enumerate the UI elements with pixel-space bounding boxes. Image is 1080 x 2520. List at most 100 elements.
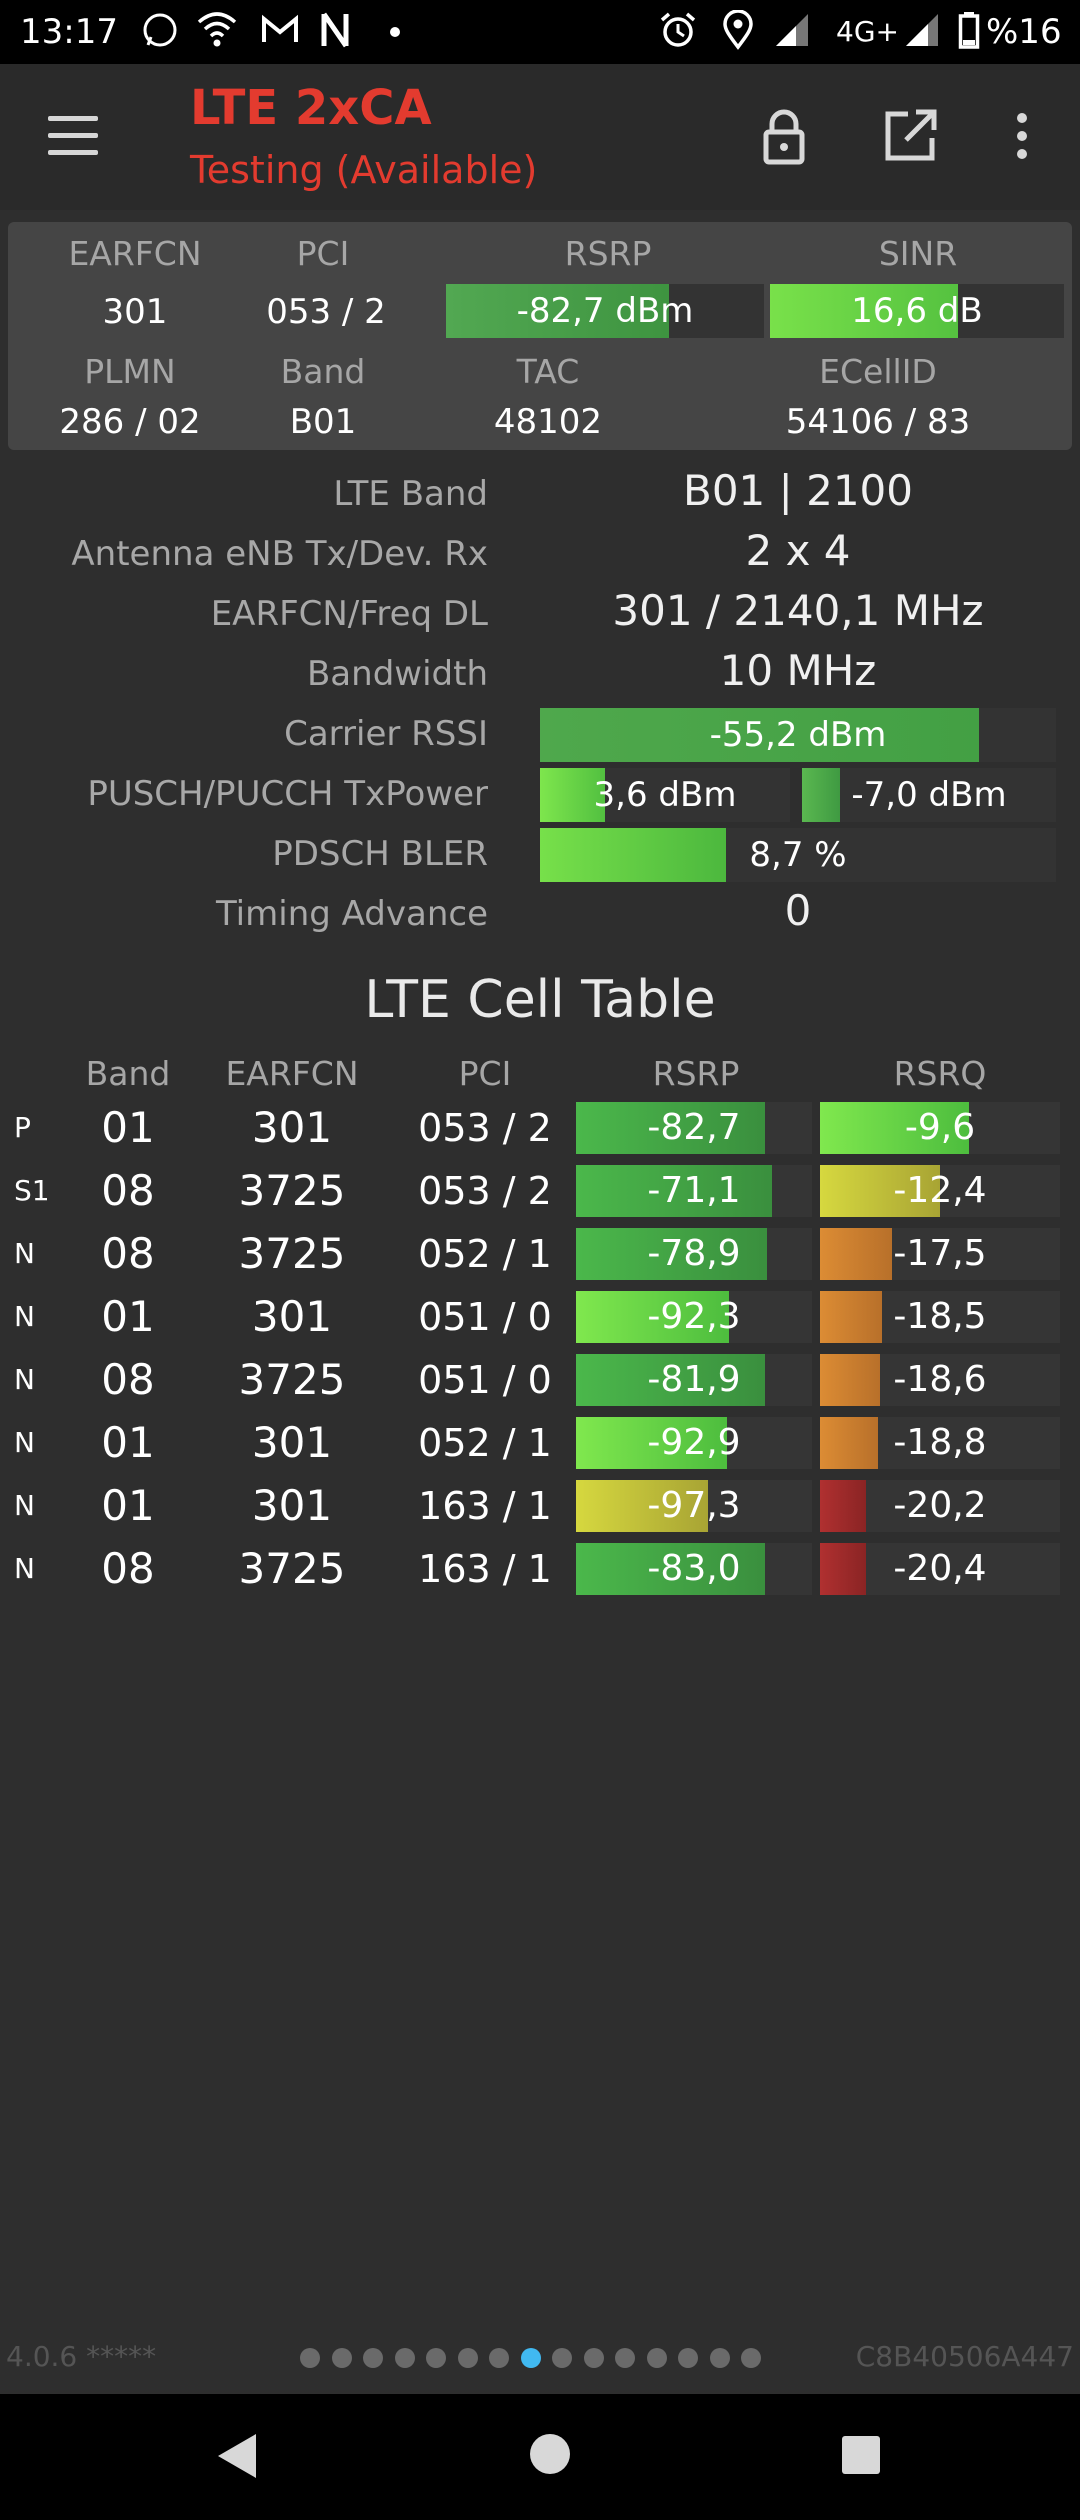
band-label: Band — [280, 352, 366, 391]
app-bar: LTE 2xCA Testing (Available) — [0, 64, 1080, 210]
open-external-icon[interactable] — [878, 104, 942, 168]
wifi-icon — [196, 10, 238, 61]
cell-rsrp-bar: -71,1 — [576, 1165, 812, 1217]
cell-rsrp-value: -82,7 — [647, 1107, 741, 1148]
header-pci: PCI — [458, 1054, 512, 1093]
lte-band-value: B01 | 2100 — [683, 466, 913, 515]
page-dot[interactable] — [363, 2348, 383, 2368]
plmn-value: 286 / 02 — [59, 402, 201, 442]
page-dot[interactable] — [678, 2348, 698, 2368]
table-row: N 08 3725 052 / 1 -78,9 -17,5 — [0, 1224, 1080, 1284]
cell-rsrq-bar: -9,6 — [820, 1102, 1060, 1154]
page-title: LTE 2xCA — [190, 80, 432, 136]
txpower-label: PUSCH/PUCCH TxPower — [87, 774, 488, 814]
cell-rsrq-value: -9,6 — [904, 1107, 976, 1148]
cell-rsrq-bar: -17,5 — [820, 1228, 1060, 1280]
menu-icon[interactable] — [48, 116, 98, 156]
sinr-value: 16,6 dB — [851, 291, 983, 331]
sinr-label: SINR — [878, 234, 958, 273]
page-dot[interactable] — [552, 2348, 572, 2368]
rsrp-bar-fill — [446, 284, 669, 338]
ta-value: 0 — [784, 886, 812, 935]
cell-rsrq-fill — [820, 1228, 892, 1280]
rsrp-value: -82,7 dBm — [516, 291, 694, 331]
status-bar: 13:17 4G+ %16 — [0, 0, 1080, 64]
page-dot[interactable] — [489, 2348, 509, 2368]
cell-earfcn: 301 — [251, 1103, 333, 1152]
cell-band: 08 — [101, 1229, 155, 1278]
table-row: N 01 301 052 / 1 -92,9 -18,8 — [0, 1413, 1080, 1473]
page-dot[interactable] — [331, 2348, 352, 2368]
pusch-value: 3,6 dBm — [593, 775, 737, 815]
page-dot[interactable] — [394, 2348, 415, 2368]
header-band: Band — [85, 1054, 171, 1093]
cell-rsrq-fill — [820, 1543, 866, 1595]
page-dot[interactable] — [457, 2348, 478, 2368]
cell-type: N — [14, 1489, 35, 1522]
earfcn-value: 301 — [102, 292, 168, 332]
earfcn-label: EARFCN — [68, 234, 202, 273]
cell-rsrp-fill — [576, 1291, 730, 1343]
page-dot[interactable] — [426, 2348, 446, 2368]
cell-band: 08 — [101, 1544, 155, 1593]
cell-rsrq-value: -20,2 — [893, 1485, 987, 1526]
page-dot[interactable] — [583, 2348, 604, 2368]
table-row: S1 08 3725 053 / 2 -71,1 -12,4 — [0, 1161, 1080, 1221]
cell-rsrp-fill — [576, 1480, 709, 1532]
page-dot-active[interactable] — [520, 2348, 541, 2368]
page-subtitle: Testing (Available) — [190, 148, 538, 192]
battery-percent: %16 — [986, 12, 1062, 52]
home-icon[interactable] — [530, 2434, 570, 2474]
cell-band: 08 — [101, 1355, 155, 1404]
cell-pci: 051 / 0 — [418, 1358, 552, 1402]
recents-icon[interactable] — [842, 2436, 880, 2474]
cell-rsrp-fill — [576, 1543, 765, 1595]
cell-rsrp-value: -83,0 — [647, 1548, 741, 1589]
cell-rsrp-value: -92,9 — [647, 1422, 741, 1463]
table-row: N 01 301 051 / 0 -92,3 -18,5 — [0, 1287, 1080, 1347]
cell-rsrq-value: -18,8 — [893, 1422, 987, 1463]
cell-type: N — [14, 1300, 35, 1333]
cell-rsrq-bar: -12,4 — [820, 1165, 1060, 1217]
page-dot[interactable] — [741, 2348, 761, 2368]
signal-icon — [772, 10, 812, 61]
cell-rsrq-fill — [820, 1165, 940, 1217]
cell-pci: 053 / 2 — [418, 1106, 552, 1150]
cell-rsrp-bar: -97,3 — [576, 1480, 812, 1532]
cell-pci: 051 / 0 — [418, 1295, 552, 1339]
page-dot[interactable] — [300, 2348, 320, 2368]
table-row: N 08 3725 163 / 1 -83,0 -20,4 — [0, 1539, 1080, 1599]
sinr-bar-fill — [770, 284, 959, 338]
cell-rsrq-fill — [820, 1102, 969, 1154]
cell-rsrp-value: -78,9 — [647, 1233, 741, 1274]
summary-panel: EARFCN PCI RSRP SINR 301 053 / 2 -82,7 d… — [8, 222, 1072, 450]
freq-label: EARFCN/Freq DL — [210, 594, 488, 634]
back-icon[interactable] — [218, 2434, 256, 2478]
lock-icon[interactable] — [752, 104, 816, 168]
pucch-bar: -7,0 dBm — [802, 768, 1056, 822]
cell-rsrp-fill — [576, 1354, 765, 1406]
table-row: N 01 301 163 / 1 -97,3 -20,2 — [0, 1476, 1080, 1536]
whatsapp-icon — [140, 10, 180, 61]
cell-rsrq-bar: -18,6 — [820, 1354, 1060, 1406]
cell-pci: 163 / 1 — [418, 1484, 552, 1528]
cell-earfcn: 3725 — [238, 1355, 346, 1404]
plmn-label: PLMN — [84, 352, 176, 391]
page-dot[interactable] — [646, 2348, 667, 2368]
pci-label: PCI — [296, 234, 350, 273]
more-vert-icon[interactable] — [990, 104, 1054, 168]
rssi-value: -55,2 dBm — [709, 715, 887, 755]
pci-value: 053 / 2 — [266, 292, 386, 332]
header-rsrp: RSRP — [652, 1054, 740, 1093]
page-dot[interactable] — [709, 2348, 730, 2368]
header-earfcn: EARFCN — [225, 1054, 359, 1093]
page-dot[interactable] — [615, 2348, 635, 2368]
battery-icon — [958, 10, 980, 61]
header-rsrq: RSRQ — [893, 1054, 987, 1093]
cell-band: 01 — [101, 1418, 155, 1467]
cell-rsrq-fill — [820, 1480, 866, 1532]
location-icon — [720, 9, 756, 61]
cell-rsrp-value: -97,3 — [647, 1485, 741, 1526]
cell-band: 01 — [101, 1481, 155, 1530]
